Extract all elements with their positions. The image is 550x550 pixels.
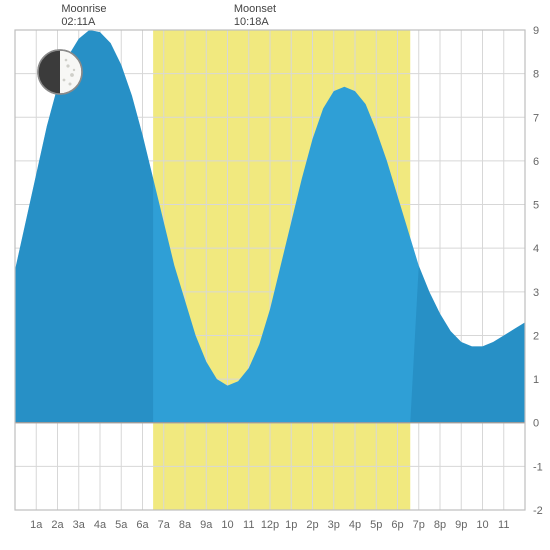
y-tick-label: 5 (533, 200, 539, 212)
x-tick-label: 8a (179, 519, 192, 531)
x-tick-label: 9a (200, 519, 213, 531)
x-tick-label: 8p (434, 519, 446, 531)
x-tick-label: 10 (476, 519, 488, 531)
y-tick-label: 2 (533, 330, 539, 342)
x-tick-label: 11 (498, 519, 509, 531)
y-tick-label: 8 (533, 69, 539, 81)
y-tick-label: 4 (533, 243, 539, 255)
moonset-time: 10:18A (234, 16, 270, 28)
x-tick-label: 2p (306, 519, 318, 531)
x-tick-label: 6a (136, 519, 149, 531)
x-tick-label: 7a (158, 519, 171, 531)
y-tick-label: 1 (533, 374, 539, 386)
x-tick-label: 5a (115, 519, 128, 531)
x-tick-label: 5p (370, 519, 382, 531)
x-tick-label: 9p (455, 519, 467, 531)
x-tick-label: 1p (285, 519, 297, 531)
y-tick-label: 6 (533, 156, 539, 168)
moonrise-title: Moonrise (61, 3, 106, 15)
x-tick-label: 6p (391, 519, 403, 531)
y-tick-label: 9 (533, 25, 539, 37)
y-tick-label: 7 (533, 112, 539, 124)
x-tick-label: 4p (349, 519, 361, 531)
x-tick-label: 12p (261, 519, 279, 531)
x-tick-label: 7p (413, 519, 425, 531)
x-tick-label: 11 (243, 519, 254, 531)
y-tick-label: -2 (533, 505, 543, 517)
moonrise-time: 02:11A (61, 16, 96, 28)
x-tick-label: 1a (30, 519, 43, 531)
x-tick-label: 10 (221, 519, 233, 531)
moonset-title: Moonset (234, 3, 276, 15)
y-tick-label: -1 (533, 461, 543, 473)
y-tick-label: 0 (533, 418, 539, 430)
x-tick-label: 4a (94, 519, 107, 531)
x-tick-label: 3p (328, 519, 340, 531)
x-tick-label: 2a (51, 519, 64, 531)
tide-chart: -2 -1 0 1 2 3 4 5 6 7 8 9 1a 2a 3a 4a 5a 6a 7a 8a 9a 10 11 12p 1… (0, 0, 550, 550)
y-tick-label: 3 (533, 287, 539, 299)
chart-svg: -2 -1 0 1 2 3 4 5 6 7 8 9 1a 2a 3a 4a 5a 6a 7a 8a 9a 10 11 12p 1… (0, 0, 550, 550)
x-tick-label: 3a (73, 519, 86, 531)
